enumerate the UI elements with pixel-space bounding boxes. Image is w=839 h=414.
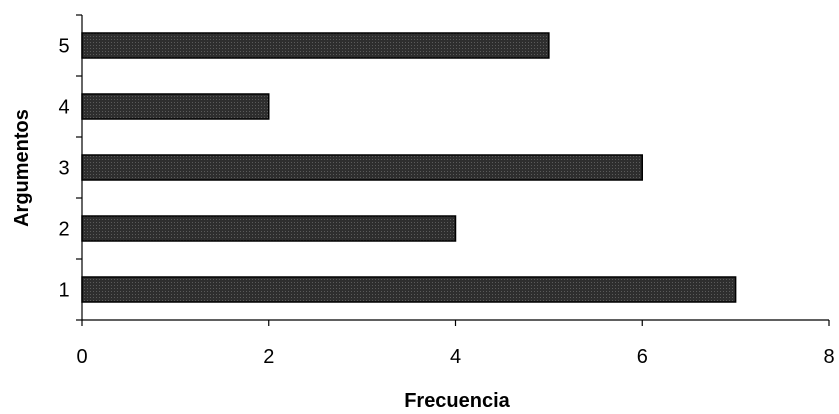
x-axis-title: Frecuencia [404,390,510,412]
y-tick-label: 5 [58,36,69,58]
y-axis-title: Argumentos [11,109,33,227]
y-tick-label: 1 [58,280,69,302]
x-tick-label: 2 [263,346,274,368]
bar-1 [81,276,737,303]
x-tick-label: 4 [450,346,461,368]
y-tick-label: 2 [58,219,69,241]
bar-2 [81,215,457,242]
bar-3 [81,154,643,181]
bars-group [81,32,737,303]
y-tick-label: 3 [58,158,69,180]
x-tick-label: 0 [76,346,87,368]
x-tick-label: 6 [637,346,648,368]
y-tick-label: 4 [58,97,69,119]
axes-group [76,14,830,326]
x-tick-label: 8 [823,346,834,368]
tick-labels-group: 1 2 3 4 5 0 2 4 6 8 [58,36,834,369]
bar-5 [81,32,550,59]
bar-4 [81,93,270,120]
